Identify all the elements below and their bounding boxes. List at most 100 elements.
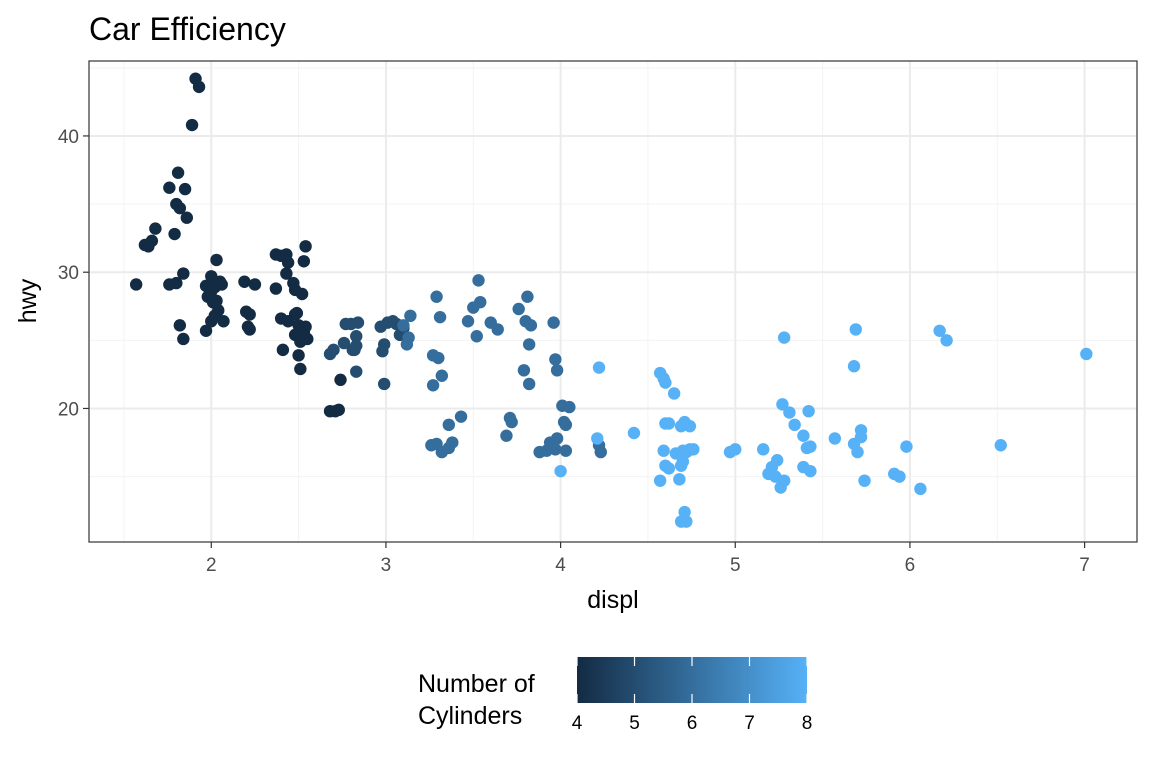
- data-point: [591, 432, 604, 445]
- data-point: [594, 445, 607, 459]
- data-point: [442, 418, 456, 432]
- x-axis-title: displ: [587, 586, 638, 614]
- data-point: [662, 462, 676, 475]
- data-point: [893, 470, 906, 483]
- data-point: [505, 415, 518, 429]
- data-point: [192, 80, 206, 94]
- data-point: [205, 285, 218, 298]
- data-point: [797, 429, 810, 442]
- data-point: [397, 319, 410, 332]
- data-point: [854, 424, 868, 437]
- data-point: [491, 323, 504, 336]
- data-point: [215, 278, 228, 291]
- data-point: [199, 324, 213, 337]
- data-point: [549, 443, 562, 456]
- data-point: [334, 373, 347, 387]
- data-point: [163, 181, 176, 194]
- data-point: [301, 332, 314, 346]
- data-point: [294, 362, 307, 376]
- data-point: [281, 256, 295, 269]
- data-point: [559, 444, 573, 457]
- data-point: [828, 432, 842, 445]
- data-point: [500, 429, 513, 442]
- y-tick-label: 40: [58, 127, 79, 148]
- data-point: [297, 255, 311, 268]
- legend-tick-label: 6: [687, 713, 698, 734]
- data-point: [914, 482, 927, 496]
- data-point: [592, 361, 606, 374]
- x-tick-label: 7: [1079, 555, 1090, 576]
- data-point: [512, 302, 525, 316]
- x-tick-label: 5: [730, 555, 741, 576]
- data-point: [446, 436, 459, 449]
- data-point: [858, 474, 871, 487]
- legend-ticks: 4 5 6 7 8: [572, 657, 813, 734]
- data-point: [472, 274, 485, 287]
- legend-tick-label: 5: [629, 713, 640, 734]
- data-point: [683, 419, 697, 433]
- plot-panel-background: [89, 61, 1137, 542]
- data-point: [678, 505, 691, 519]
- data-point: [292, 349, 305, 362]
- data-point: [243, 308, 256, 321]
- data-point: [290, 306, 304, 320]
- data-point: [1080, 347, 1093, 361]
- grid-minor-lines: [89, 61, 1137, 542]
- legend-tick-label: 4: [572, 713, 583, 734]
- data-point: [549, 353, 562, 366]
- data-point: [522, 377, 536, 391]
- data-point: [757, 443, 770, 456]
- data-point: [777, 331, 791, 344]
- data-point: [171, 166, 185, 179]
- x-tick-label: 6: [905, 555, 916, 576]
- data-point: [177, 267, 190, 280]
- data-point: [433, 310, 447, 324]
- data-point: [770, 454, 784, 467]
- data-point: [659, 376, 672, 389]
- data-point: [180, 211, 194, 224]
- data-point: [269, 282, 283, 295]
- x-tick-label: 4: [555, 555, 566, 576]
- chart-title: Car Efficiency: [89, 11, 286, 47]
- x-tick-label: 2: [206, 555, 217, 576]
- data-point: [178, 182, 192, 196]
- data-point: [430, 290, 443, 303]
- data-point: [350, 339, 363, 352]
- data-point: [173, 201, 187, 215]
- data-point: [627, 426, 641, 440]
- data-point: [210, 294, 223, 308]
- data-point: [337, 336, 351, 350]
- y-tick-label: 30: [58, 263, 79, 284]
- data-point: [940, 334, 953, 347]
- data-point: [185, 118, 199, 132]
- y-tick-label: 20: [58, 399, 79, 420]
- data-point: [788, 418, 801, 432]
- y-axis-title: hwy: [14, 278, 42, 323]
- data-point: [129, 278, 143, 291]
- data-point: [662, 417, 676, 430]
- data-point: [777, 474, 791, 487]
- data-points: [129, 72, 1093, 528]
- data-point: [217, 315, 230, 328]
- data-point: [351, 316, 365, 329]
- data-point: [994, 439, 1007, 452]
- legend-tick-label: 8: [802, 713, 813, 734]
- data-point: [299, 240, 312, 253]
- data-point: [783, 406, 796, 419]
- data-point: [461, 315, 475, 328]
- data-point: [426, 379, 440, 392]
- data-point: [170, 276, 183, 290]
- data-point: [517, 364, 531, 377]
- data-point: [435, 369, 449, 382]
- plot-panel-border: [88, 60, 1138, 543]
- data-point: [327, 343, 340, 357]
- grid-major-lines: [89, 61, 1137, 542]
- data-point: [804, 464, 817, 478]
- legend-tick-label: 7: [744, 713, 755, 734]
- data-point: [350, 330, 363, 343]
- data-point: [350, 365, 363, 378]
- data-point: [681, 444, 695, 457]
- data-point: [804, 440, 817, 453]
- data-point: [168, 227, 181, 241]
- data-point: [676, 455, 690, 468]
